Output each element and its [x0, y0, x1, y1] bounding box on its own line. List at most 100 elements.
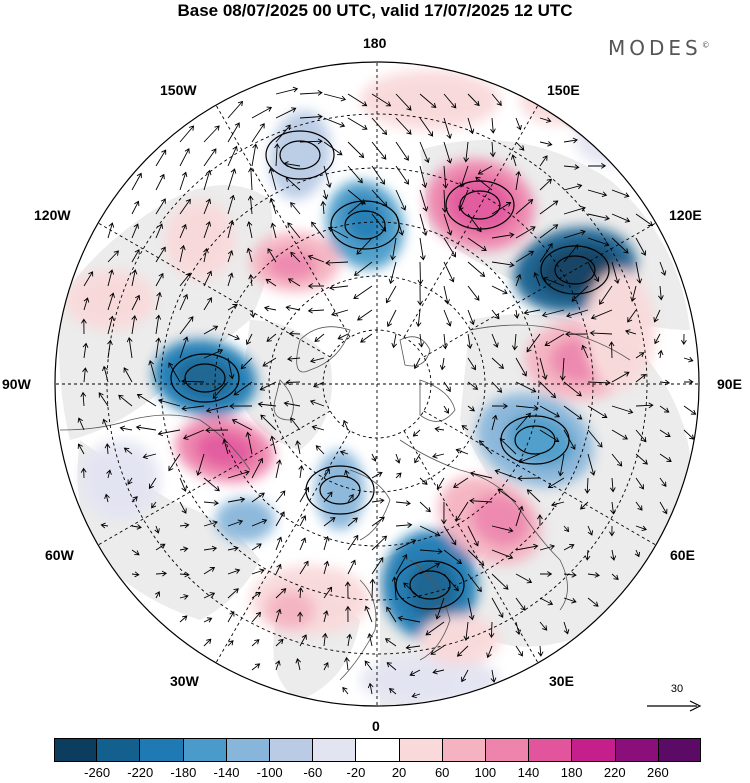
wind-arrow	[179, 293, 189, 311]
wind-arrow	[257, 401, 277, 408]
wind-arrow	[203, 125, 220, 143]
wind-arrow	[135, 424, 157, 431]
wind-arrow	[434, 426, 445, 433]
wind-arrow	[467, 381, 479, 390]
wind-arrow	[371, 93, 392, 107]
wind-arrow	[77, 443, 85, 455]
wind-arrow	[539, 621, 548, 631]
colorbar-box	[54, 738, 98, 762]
wind-arrow	[287, 355, 301, 362]
wind-arrow	[203, 325, 219, 335]
wind-arrow	[610, 549, 617, 561]
wind-arrow	[430, 645, 445, 655]
wind-arrow	[587, 597, 599, 607]
wind-arrow	[155, 291, 162, 311]
wind-arrow	[563, 525, 570, 533]
anomaly-blob	[165, 200, 235, 280]
wind-arrow	[413, 357, 421, 370]
colorbar-tick-label: 140	[517, 765, 540, 780]
wind-arrow	[587, 189, 608, 198]
wind-arrow	[589, 330, 613, 336]
wind-arrow	[539, 141, 553, 147]
graticule	[55, 62, 699, 706]
wind-arrow	[635, 237, 647, 256]
wind-arrow	[537, 645, 544, 657]
wind-arrow	[179, 125, 195, 143]
wind-arrow	[419, 501, 431, 513]
wind-arrow	[467, 309, 475, 326]
wind-arrow	[443, 117, 452, 140]
colorbar-box	[270, 738, 314, 762]
wind-arrow	[203, 348, 224, 359]
wind-arrow	[467, 285, 480, 301]
colorbar-tick-label: -220	[127, 765, 154, 780]
colorbar-box	[615, 738, 659, 762]
wind-arrow	[307, 307, 325, 314]
wind-arrow	[624, 329, 637, 335]
wind-arrow	[515, 597, 526, 611]
wind-arrow	[544, 333, 565, 346]
wind-arrow	[491, 201, 512, 215]
wind-arrow	[227, 496, 246, 503]
wind-arrow	[299, 560, 309, 575]
wind-arrow	[659, 405, 670, 413]
wind-arrow	[635, 373, 647, 383]
wind-arrow	[405, 644, 421, 651]
wind-arrow	[461, 669, 469, 683]
wind-arrow	[469, 471, 493, 479]
wind-arrow	[227, 640, 234, 647]
wind-arrow	[203, 297, 212, 311]
wind-arrow	[515, 573, 533, 584]
wind-arrow	[494, 469, 517, 479]
wind-arrow	[627, 309, 637, 323]
wind-arrow	[565, 331, 589, 337]
wind-arrow	[203, 617, 213, 623]
wind-arrow	[229, 403, 253, 409]
wind-arrow	[179, 223, 187, 239]
wind-arrow	[168, 362, 181, 383]
wind-arrow	[131, 172, 142, 191]
wind-arrow	[384, 638, 397, 647]
wind-arrow	[82, 342, 89, 359]
lon-label-30w: 30W	[170, 673, 199, 689]
wind-arrow	[212, 381, 229, 399]
wind-arrow	[419, 117, 434, 137]
wind-arrow	[395, 553, 408, 575]
wind-arrow	[510, 154, 517, 167]
anomaly-blob	[407, 560, 457, 620]
wind-arrow	[395, 453, 401, 464]
wind-arrow	[385, 285, 397, 304]
wind-arrow	[251, 543, 262, 551]
wind-arrow	[467, 405, 475, 412]
meridian-line	[215, 430, 351, 664]
wind-arrow	[415, 309, 422, 328]
wind-arrow	[203, 148, 217, 167]
wind-arrow	[356, 309, 373, 321]
wind-arrow	[419, 548, 443, 555]
wind-arrow	[179, 571, 190, 578]
wind-arrow	[136, 393, 157, 407]
wind-arrow	[587, 163, 607, 169]
wind-arrow	[419, 237, 426, 261]
wind-arrow	[269, 435, 277, 455]
wind-arrow	[563, 597, 577, 604]
wind-arrow	[315, 445, 325, 455]
wind-arrow	[461, 425, 469, 431]
wind-arrow	[371, 453, 377, 462]
height-contour	[319, 475, 361, 505]
colorbar-box	[356, 738, 400, 762]
height-contour	[514, 425, 556, 455]
meridian-line	[215, 104, 351, 338]
wind-arrow	[539, 381, 557, 399]
wind-arrow	[683, 405, 697, 415]
wind-arrow	[478, 440, 493, 455]
wind-arrow	[587, 429, 603, 448]
wind-arrow	[240, 357, 253, 370]
wind-arrow	[587, 453, 596, 476]
wind-arrow	[443, 213, 453, 236]
wind-arrow	[563, 164, 580, 170]
wind-arrow	[367, 632, 373, 647]
wind-arrow	[297, 611, 303, 623]
wind-arrow	[203, 247, 209, 263]
wind-arrow	[587, 261, 600, 283]
